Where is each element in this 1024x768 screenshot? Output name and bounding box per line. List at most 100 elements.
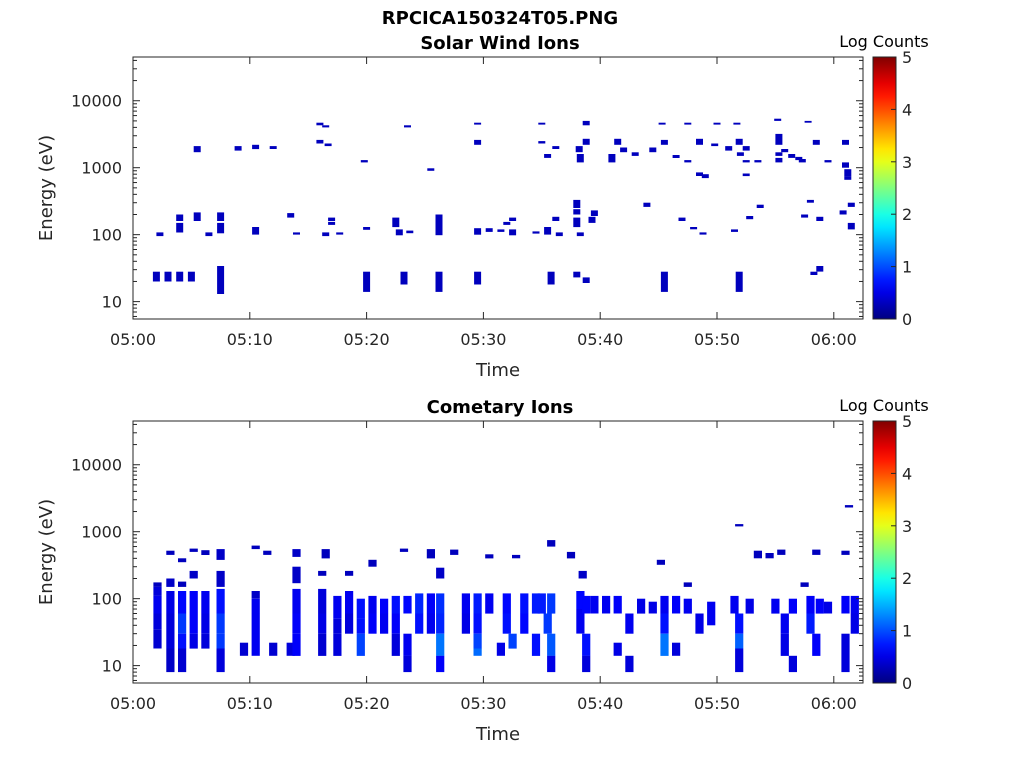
colorbar: Log Counts 0 1 2 3 4 5	[839, 396, 929, 693]
heatmap-cell	[625, 655, 634, 673]
heatmap-cell	[707, 601, 716, 626]
heatmap-cell	[842, 139, 849, 145]
heatmap-cell	[269, 146, 277, 149]
heatmap-cell	[816, 266, 824, 272]
heatmap-cell	[333, 618, 342, 634]
heatmap-cell	[292, 566, 301, 584]
heatmap-cell	[318, 570, 327, 576]
heatmap-cell	[403, 595, 412, 614]
heatmap-cell	[316, 122, 324, 126]
heatmap-cell	[153, 613, 162, 630]
heatmap-cell	[436, 655, 445, 673]
heatmap-cell	[735, 138, 743, 145]
heatmap-cell	[547, 633, 556, 656]
heatmap-cell	[217, 266, 225, 285]
heatmap-cell	[403, 655, 412, 673]
heatmap-cell	[582, 138, 590, 145]
heatmap-cell	[547, 593, 556, 614]
heatmap-cell	[391, 595, 400, 614]
heatmap-cell	[187, 271, 195, 282]
heatmap-cell	[532, 231, 540, 234]
heatmap-cell	[613, 595, 622, 614]
colorbar-gradient	[872, 56, 897, 320]
y-tick-label: 10	[102, 657, 122, 676]
heatmap-cell	[847, 222, 855, 230]
heatmap-cell	[380, 598, 389, 614]
heatmap-cell	[745, 598, 754, 614]
heatmap-cell	[582, 595, 591, 614]
heatmap-cell	[415, 593, 424, 614]
heatmap-cell	[435, 227, 443, 236]
heatmap-cell	[293, 232, 300, 235]
heatmap-cell	[806, 595, 815, 614]
heatmap-cell	[400, 271, 408, 285]
x-tick-label: 05:50	[694, 694, 740, 713]
heatmap-cell	[531, 633, 541, 656]
heatmap-cell	[216, 613, 225, 634]
heatmap-cell	[461, 613, 470, 634]
heatmap-cell	[473, 593, 482, 614]
heatmap-cell	[450, 549, 459, 555]
heatmap-cell	[672, 642, 681, 656]
y-axis-ticks: 10 100 1000 10000	[71, 423, 863, 681]
heatmap-cell	[735, 613, 744, 634]
heatmap-cell	[552, 146, 560, 149]
heatmap-cell	[178, 613, 187, 634]
heatmap-cell	[356, 618, 365, 634]
heatmap-cell	[844, 505, 854, 508]
colorbar-tick-label: 5	[902, 412, 912, 431]
heatmap-cell	[368, 613, 377, 634]
heatmap-cell	[620, 147, 628, 153]
heatmap-cell	[333, 633, 342, 656]
heatmap-cell	[576, 609, 585, 634]
heatmap-cell	[322, 125, 330, 128]
heatmap-cell	[742, 173, 750, 177]
heatmap-cell	[234, 146, 242, 151]
heatmap-cell	[473, 633, 482, 649]
heatmap-cell	[547, 540, 556, 547]
heatmap-cell	[178, 581, 187, 587]
heatmap-cell	[404, 125, 411, 128]
heatmap-cell	[474, 139, 482, 145]
heatmap-cell	[625, 613, 634, 634]
heatmap-cell	[815, 598, 824, 614]
heatmap-cell	[178, 633, 187, 649]
heatmap-cell	[485, 554, 494, 559]
heatmap-cell	[318, 633, 327, 656]
heatmap-cell	[538, 122, 546, 125]
heatmap-cell	[582, 120, 590, 126]
heatmap-cell	[153, 586, 162, 596]
heatmap-cell	[735, 648, 744, 673]
heatmap-cell	[775, 152, 783, 156]
heatmap-cell	[436, 593, 445, 614]
heatmap-cell	[660, 595, 669, 614]
colorbar-tick-label: 3	[902, 153, 912, 172]
heatmap-cell	[193, 146, 201, 153]
heatmap-cell	[201, 613, 210, 634]
heatmap-cell	[176, 222, 184, 233]
heatmap-cell	[683, 582, 692, 587]
heatmap-cell	[263, 550, 272, 555]
heatmap-cell	[502, 613, 511, 634]
heatmap-cell	[742, 146, 750, 151]
heatmap-cell	[736, 152, 744, 156]
heatmap-cell	[166, 550, 175, 555]
heatmap-cell	[403, 633, 412, 656]
heatmap-cell	[217, 284, 225, 294]
x-tick-label: 05:20	[344, 330, 390, 349]
heatmap-cell	[485, 228, 493, 232]
heatmap-cell	[512, 554, 521, 559]
heatmap-cell	[775, 133, 783, 145]
heatmap-cell	[201, 550, 210, 555]
y-tick-label: 10000	[71, 92, 122, 111]
colorbar-tick-label: 0	[902, 674, 912, 693]
heatmap-cell	[735, 524, 744, 527]
heatmap-cell	[660, 271, 668, 292]
heatmap-cell	[216, 588, 225, 614]
heatmap-cell	[841, 633, 850, 673]
heatmap-cell	[345, 570, 354, 576]
heatmap-cell	[823, 601, 833, 614]
heatmap-cell	[345, 591, 354, 614]
heatmap-cell	[473, 648, 482, 656]
heatmap-cell	[699, 232, 707, 235]
